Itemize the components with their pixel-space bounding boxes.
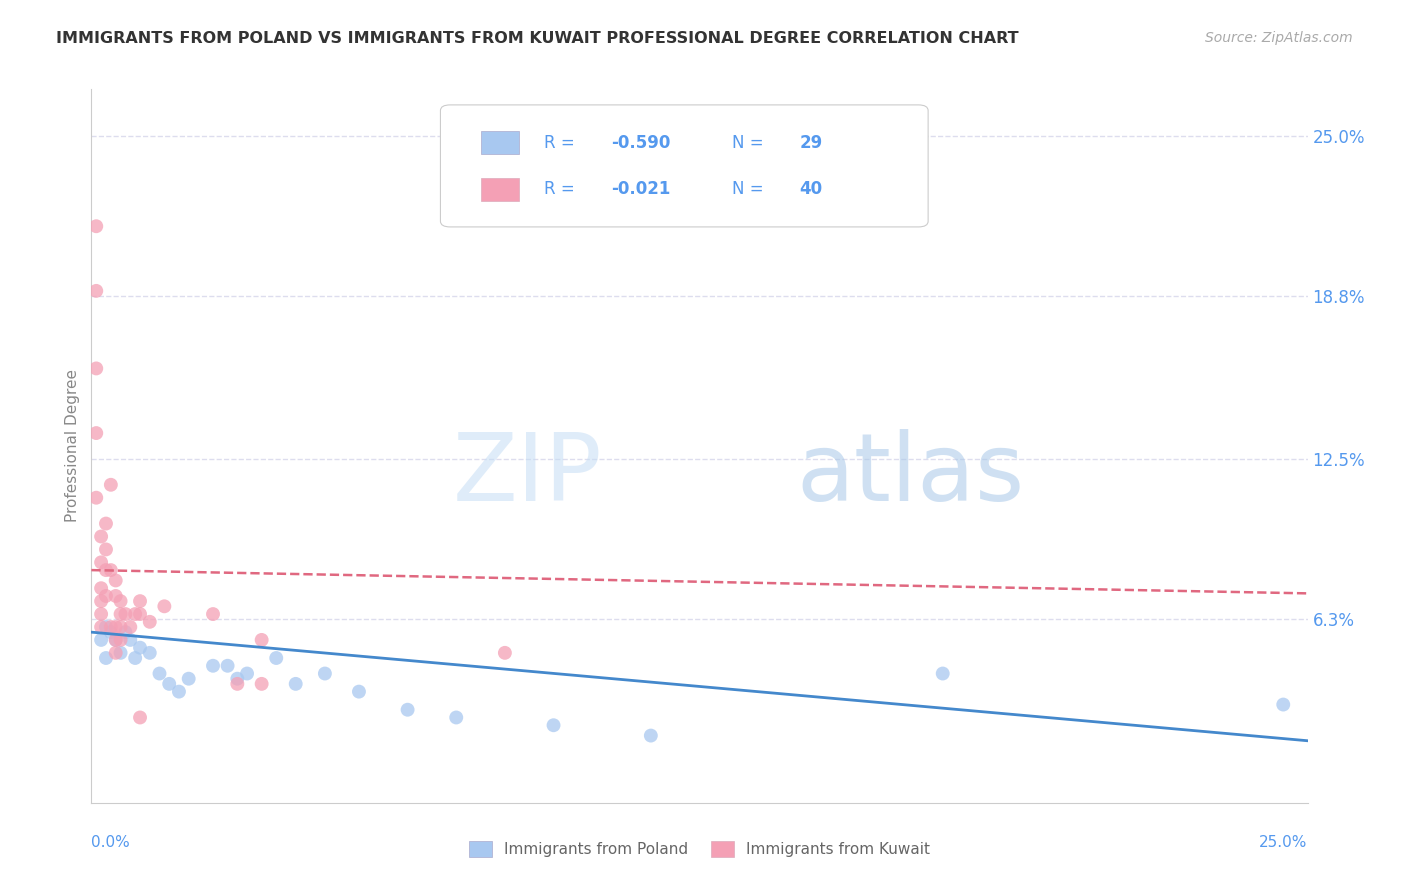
Point bbox=[226, 672, 249, 686]
Point bbox=[90, 594, 112, 608]
Point bbox=[167, 684, 190, 698]
Point bbox=[110, 594, 132, 608]
Point bbox=[543, 718, 565, 732]
Text: -0.021: -0.021 bbox=[610, 180, 671, 198]
Point bbox=[104, 632, 127, 647]
Text: N =: N = bbox=[733, 180, 769, 198]
Text: 0.0%: 0.0% bbox=[91, 835, 131, 850]
Text: 29: 29 bbox=[799, 134, 823, 152]
Text: -0.590: -0.590 bbox=[610, 134, 671, 152]
Point bbox=[250, 677, 273, 691]
Point bbox=[90, 620, 112, 634]
Point bbox=[90, 607, 112, 621]
Point bbox=[1272, 698, 1295, 712]
Point bbox=[444, 710, 467, 724]
Point bbox=[94, 589, 117, 603]
Point bbox=[84, 361, 107, 376]
Point bbox=[139, 646, 162, 660]
Point bbox=[104, 589, 127, 603]
Point bbox=[129, 594, 152, 608]
Point bbox=[100, 625, 122, 640]
Point bbox=[250, 632, 273, 647]
Point bbox=[100, 620, 122, 634]
Text: Source: ZipAtlas.com: Source: ZipAtlas.com bbox=[1205, 31, 1353, 45]
Point bbox=[94, 542, 117, 557]
Point bbox=[236, 666, 259, 681]
Point bbox=[94, 516, 117, 531]
Point bbox=[104, 574, 127, 588]
FancyBboxPatch shape bbox=[481, 178, 519, 201]
Point bbox=[129, 640, 152, 655]
FancyBboxPatch shape bbox=[440, 105, 928, 227]
Point bbox=[217, 658, 239, 673]
Point bbox=[640, 729, 662, 743]
Point bbox=[94, 620, 117, 634]
Point bbox=[153, 599, 176, 614]
Point bbox=[114, 607, 136, 621]
Point bbox=[110, 632, 132, 647]
Text: 25.0%: 25.0% bbox=[1260, 835, 1308, 850]
Point bbox=[100, 477, 122, 491]
Point bbox=[494, 646, 516, 660]
Point bbox=[226, 677, 249, 691]
Point bbox=[314, 666, 336, 681]
Point bbox=[148, 666, 170, 681]
Text: IMMIGRANTS FROM POLAND VS IMMIGRANTS FROM KUWAIT PROFESSIONAL DEGREE CORRELATION: IMMIGRANTS FROM POLAND VS IMMIGRANTS FRO… bbox=[56, 31, 1019, 46]
Point bbox=[90, 555, 112, 569]
Point bbox=[124, 651, 146, 665]
Point bbox=[396, 703, 419, 717]
Point bbox=[139, 615, 162, 629]
Point bbox=[264, 651, 287, 665]
Point bbox=[120, 620, 142, 634]
Point bbox=[84, 491, 107, 505]
Point bbox=[157, 677, 180, 691]
Point bbox=[129, 607, 152, 621]
Point bbox=[202, 607, 225, 621]
Point bbox=[104, 632, 127, 647]
Point bbox=[84, 426, 107, 441]
Point bbox=[202, 658, 225, 673]
Point bbox=[347, 684, 370, 698]
Y-axis label: Professional Degree: Professional Degree bbox=[65, 369, 80, 523]
Text: 40: 40 bbox=[799, 180, 823, 198]
Point bbox=[124, 607, 146, 621]
Point bbox=[110, 646, 132, 660]
Point bbox=[284, 677, 307, 691]
Text: R =: R = bbox=[544, 134, 579, 152]
Point bbox=[90, 632, 112, 647]
Point bbox=[931, 666, 953, 681]
Legend: Immigrants from Poland, Immigrants from Kuwait: Immigrants from Poland, Immigrants from … bbox=[463, 835, 936, 863]
Point bbox=[129, 710, 152, 724]
Point bbox=[100, 563, 122, 577]
Point bbox=[104, 620, 127, 634]
Point bbox=[177, 672, 200, 686]
Point bbox=[90, 529, 112, 543]
Point bbox=[94, 651, 117, 665]
Text: ZIP: ZIP bbox=[453, 428, 602, 521]
Point bbox=[110, 620, 132, 634]
Point bbox=[90, 581, 112, 595]
Point bbox=[84, 284, 107, 298]
Point bbox=[120, 632, 142, 647]
Text: N =: N = bbox=[733, 134, 769, 152]
Point bbox=[84, 219, 107, 234]
Point bbox=[114, 625, 136, 640]
FancyBboxPatch shape bbox=[481, 131, 519, 154]
Point bbox=[110, 607, 132, 621]
Text: R =: R = bbox=[544, 180, 579, 198]
Text: atlas: atlas bbox=[797, 428, 1025, 521]
Point bbox=[94, 563, 117, 577]
Point bbox=[104, 646, 127, 660]
